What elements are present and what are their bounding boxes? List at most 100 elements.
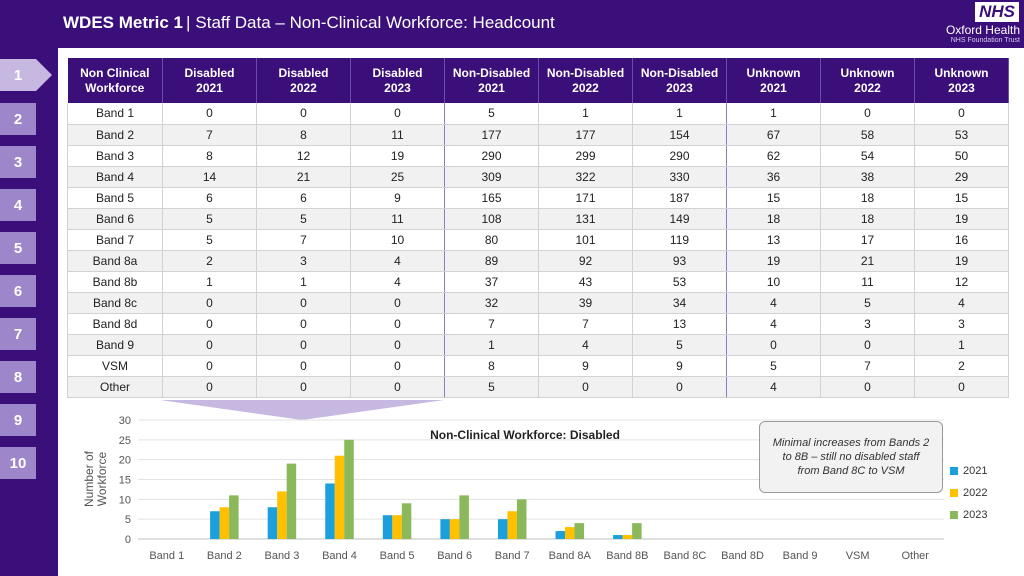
- table-cell: 0: [162, 376, 257, 398]
- table-cell: 0: [914, 103, 1009, 125]
- bar-2022: [622, 535, 633, 539]
- table-cell: 119: [632, 229, 727, 251]
- table-cell: 0: [256, 103, 351, 125]
- nav-item-3[interactable]: 3: [0, 146, 36, 178]
- table-row: Band 3 8 12 19 290 299 290 62 54 50: [67, 145, 1009, 167]
- header-bar: WDES Metric 1 | Staff Data – Non-Clinical …: [0, 0, 1024, 48]
- table-cell: 1: [256, 271, 351, 293]
- table-cell: 0: [162, 292, 257, 314]
- table-cell: 0: [350, 313, 445, 335]
- x-tick-label: Band 2: [207, 550, 242, 562]
- table-cell: 0: [350, 376, 445, 398]
- bar-2022: [565, 527, 575, 539]
- table-cell: 0: [256, 334, 351, 356]
- table-cell: 9: [632, 355, 727, 377]
- row-label: Band 2: [67, 124, 163, 146]
- table-cell: 93: [632, 250, 727, 272]
- column-header: Unknown 2022: [820, 58, 915, 103]
- bar-2021: [497, 519, 508, 539]
- nhs-logo: NHS: [975, 2, 1019, 22]
- bar-2021: [210, 511, 220, 539]
- table-cell: 0: [256, 292, 351, 314]
- table-cell: 58: [820, 124, 915, 146]
- nav-item-1[interactable]: 1: [0, 59, 52, 91]
- bar-2023: [574, 523, 585, 539]
- nav-item-4[interactable]: 4: [0, 189, 36, 221]
- table-cell: 19: [726, 250, 821, 272]
- x-tick-label: Band 9: [783, 550, 818, 562]
- table-cell: 2: [162, 250, 257, 272]
- table-cell: 13: [632, 313, 727, 335]
- table-cell: 14: [162, 166, 257, 188]
- table-cell: 3: [256, 250, 351, 272]
- nav-item-7[interactable]: 7: [0, 318, 36, 350]
- row-label: Band 3: [67, 145, 163, 167]
- table-cell: 11: [820, 271, 915, 293]
- row-label: Band 8b: [67, 271, 163, 293]
- bar-2022: [392, 515, 402, 539]
- y-tick-label: 20: [119, 455, 131, 467]
- chart-legend: 2021 2022 2023: [950, 460, 987, 526]
- table-cell: 0: [820, 334, 915, 356]
- column-header-line: 2022: [854, 80, 881, 95]
- table-cell: 34: [632, 292, 727, 314]
- column-header-line: 2023: [948, 80, 975, 95]
- table-cell: 7: [820, 355, 915, 377]
- nav-item-10[interactable]: 10: [0, 447, 36, 479]
- table-cell: 1: [444, 334, 539, 356]
- table-cell: 1: [538, 103, 633, 125]
- table-cell: 187: [632, 187, 727, 209]
- nav-item-9[interactable]: 9: [0, 404, 36, 436]
- table-cell: 7: [444, 313, 539, 335]
- bar-2022: [449, 519, 460, 539]
- table-cell: 5: [256, 208, 351, 230]
- column-header-line: Unknown: [746, 65, 801, 80]
- table-cell: 1: [162, 271, 257, 293]
- x-tick-label: VSM: [846, 550, 870, 562]
- row-label: Band 7: [67, 229, 163, 251]
- x-tick-label: Band 1: [149, 550, 184, 562]
- column-header-line: Workforce: [85, 80, 145, 95]
- column-header: Unknown 2023: [914, 58, 1009, 103]
- legend-label: 2022: [963, 487, 988, 499]
- table-cell: 154: [632, 124, 727, 146]
- table-cell: 149: [632, 208, 727, 230]
- bar-2023: [286, 463, 297, 539]
- column-header: Non-Disabled 2023: [632, 58, 727, 103]
- table-cell: 131: [538, 208, 633, 230]
- bar-2021: [613, 535, 623, 539]
- table-cell: 1: [726, 103, 821, 125]
- table-cell: 53: [632, 271, 727, 293]
- table-cell: 0: [350, 292, 445, 314]
- table-cell: 8: [162, 145, 257, 167]
- table-cell: 16: [914, 229, 1009, 251]
- title-separator: |: [185, 13, 191, 32]
- y-tick-label: 25: [119, 435, 131, 447]
- table-cell: 67: [726, 124, 821, 146]
- table-row: Band 8b 1 1 4 37 43 53 10 11 12: [67, 271, 1009, 293]
- metric-name: WDES Metric 1: [63, 13, 183, 32]
- table-cell: 177: [444, 124, 539, 146]
- column-header: Unknown 2021: [726, 58, 821, 103]
- column-header-line: 2021: [478, 80, 505, 95]
- nav-item-5[interactable]: 5: [0, 232, 36, 264]
- table-row: Band 6 5 5 11 108 131 149 18 18 19: [67, 208, 1009, 230]
- row-label: Band 8d: [67, 313, 163, 335]
- table-cell: 0: [256, 355, 351, 377]
- table-cell: 18: [820, 187, 915, 209]
- nav-item-8[interactable]: 8: [0, 361, 36, 393]
- row-label: Band 9: [67, 334, 163, 356]
- nav-item-2[interactable]: 2: [0, 103, 36, 135]
- table-cell: 6: [256, 187, 351, 209]
- y-tick-label: 0: [125, 534, 131, 546]
- row-label: Band 6: [67, 208, 163, 230]
- column-header: Disabled 2021: [162, 58, 257, 103]
- legend-label: 2021: [963, 465, 988, 477]
- table-cell: 36: [726, 166, 821, 188]
- legend-item: 2023: [950, 504, 987, 526]
- table-row: VSM 0 0 0 8 9 9 5 7 2: [67, 355, 1009, 377]
- nav-item-6[interactable]: 6: [0, 275, 36, 307]
- bar-2022: [219, 507, 230, 539]
- table-cell: 1: [632, 103, 727, 125]
